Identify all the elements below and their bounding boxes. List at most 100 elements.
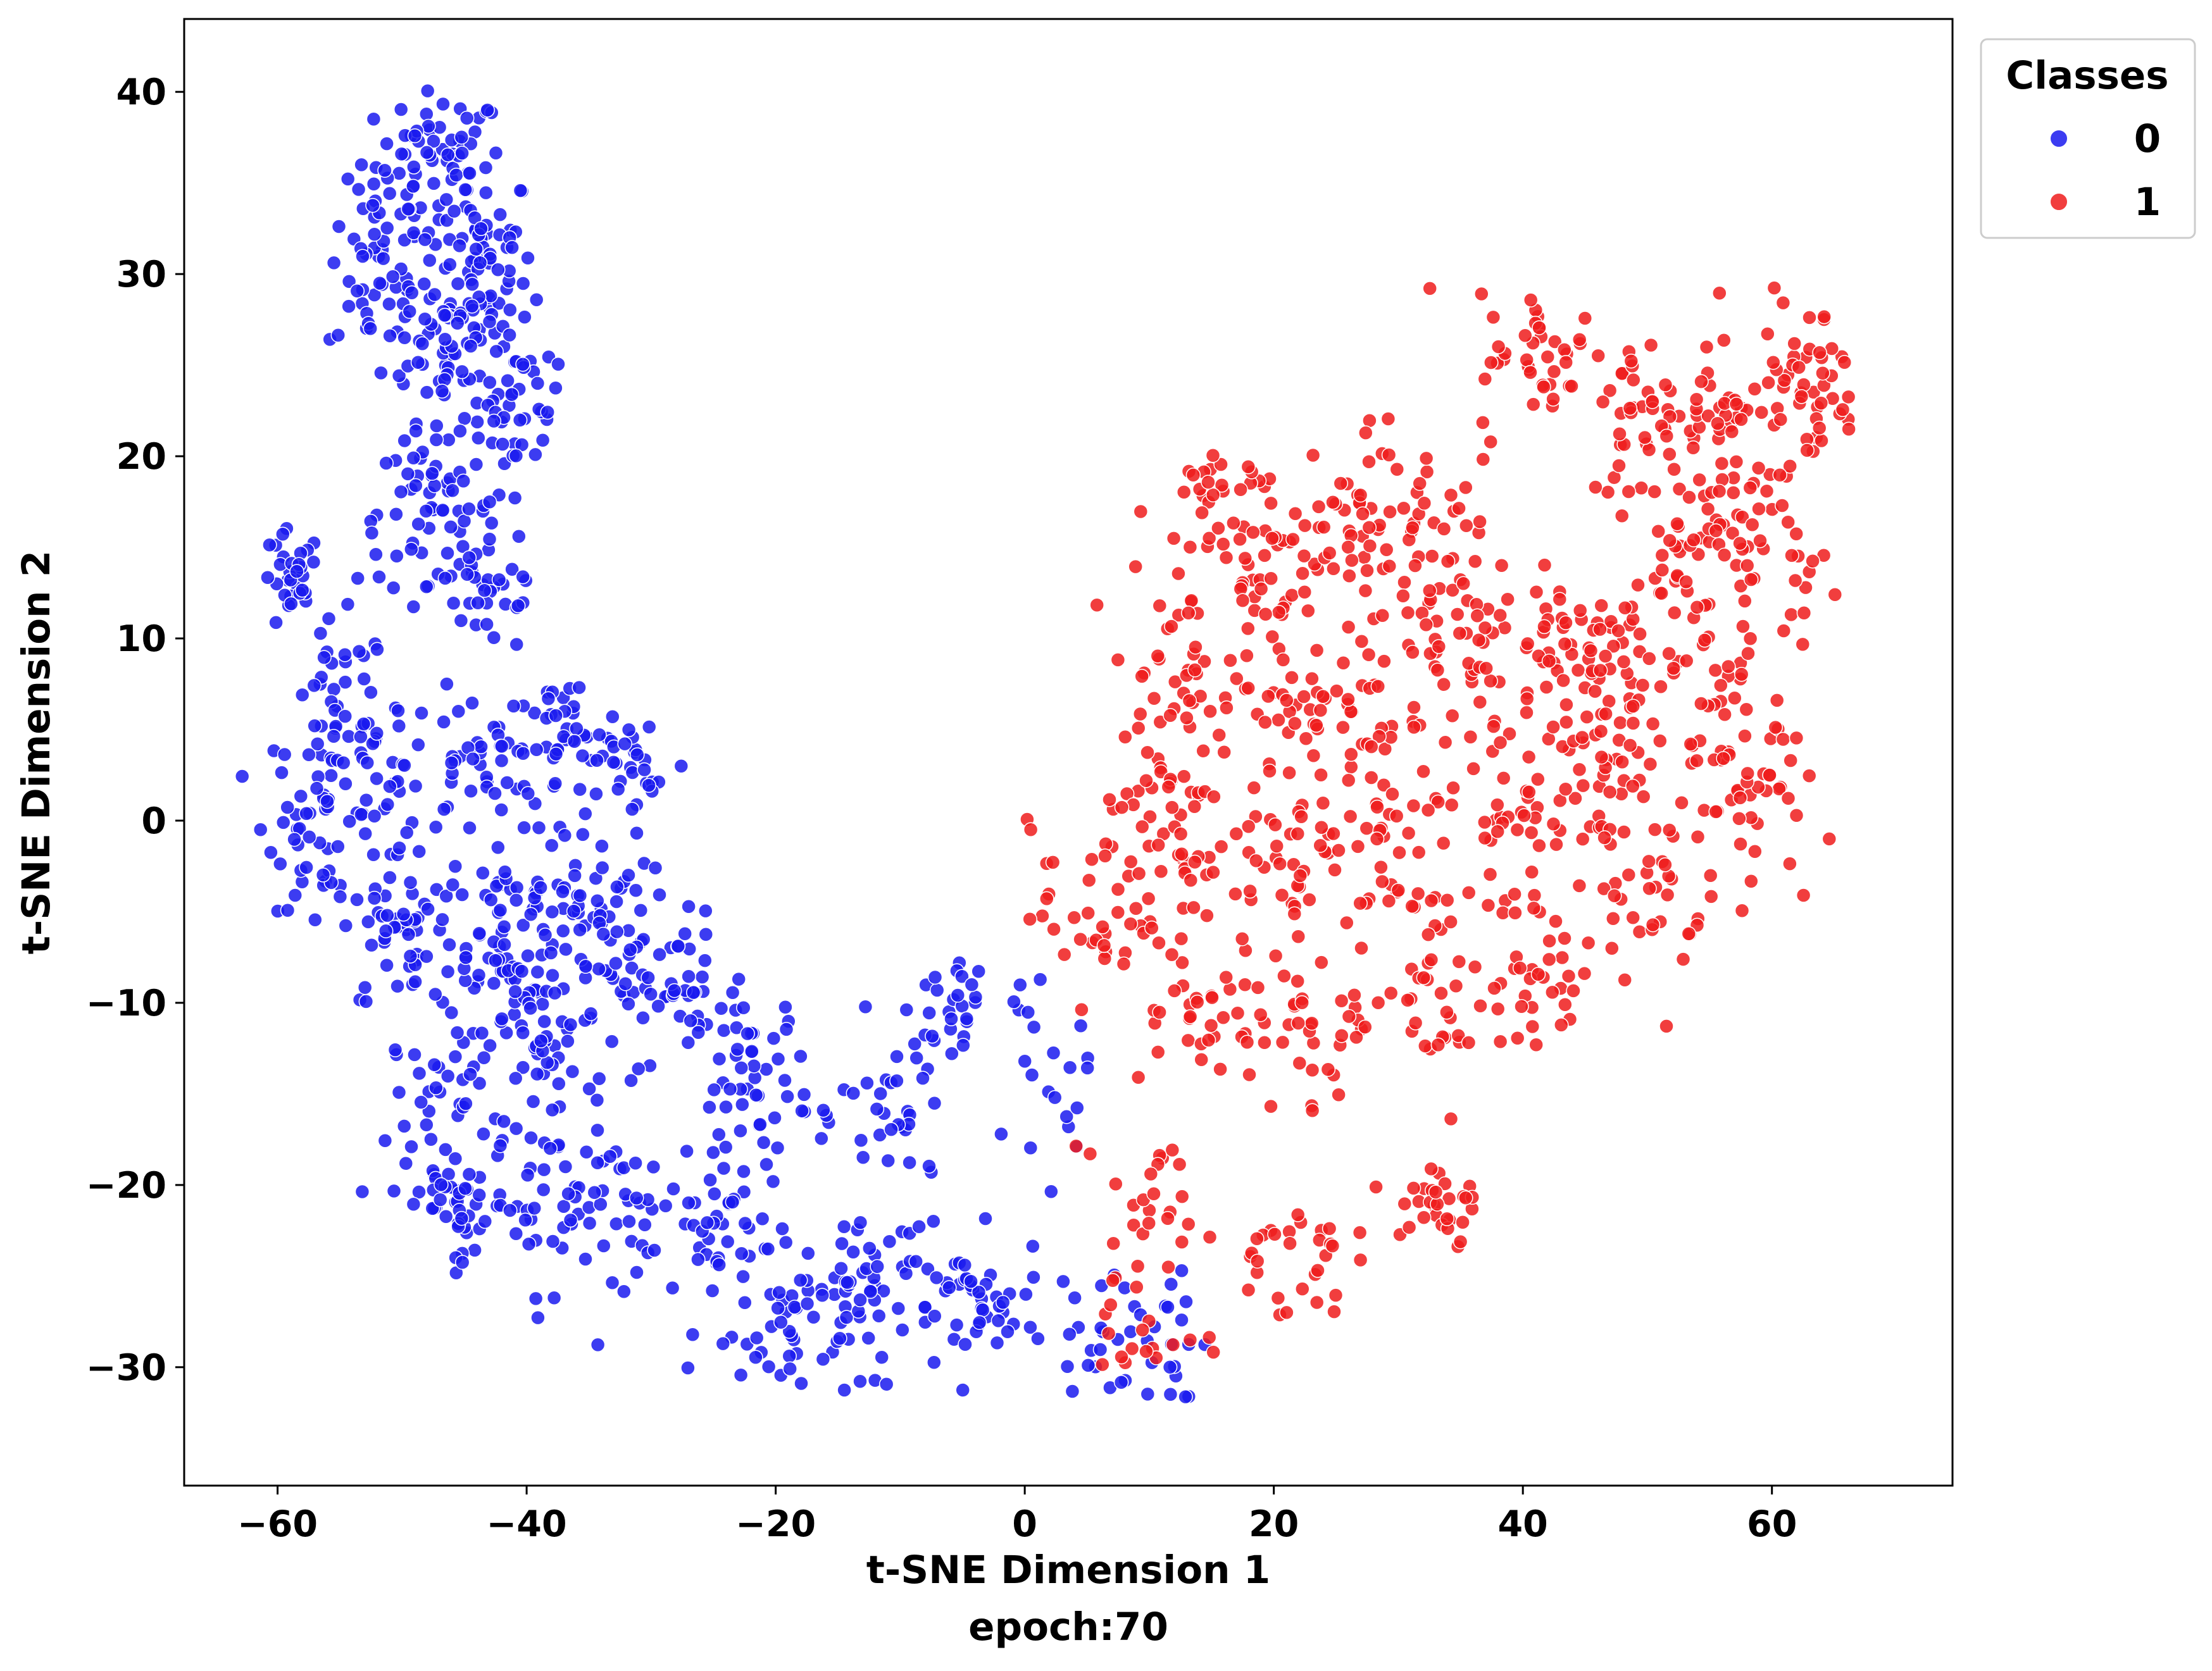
scatter-point-class-1 xyxy=(1174,1234,1190,1250)
scatter-point-class-0 xyxy=(1044,1184,1059,1200)
scatter-point-class-1 xyxy=(1654,547,1670,563)
scatter-point-class-0 xyxy=(349,283,365,299)
scatter-point-class-1 xyxy=(1484,355,1499,370)
scatter-point-class-0 xyxy=(697,953,713,968)
scatter-point-class-1 xyxy=(1783,753,1798,768)
scatter-point-class-1 xyxy=(1406,719,1422,735)
scatter-point-class-0 xyxy=(330,839,346,854)
scatter-point-class-0 xyxy=(640,970,656,986)
scatter-point-class-1 xyxy=(1472,694,1488,710)
scatter-point-class-0 xyxy=(772,1284,787,1300)
scatter-point-class-0 xyxy=(434,1177,449,1193)
scatter-point-class-0 xyxy=(406,450,422,466)
scatter-point-class-0 xyxy=(445,877,461,893)
scatter-point-class-0 xyxy=(801,1246,816,1261)
scatter-point-class-0 xyxy=(444,755,459,771)
scatter-point-class-1 xyxy=(1261,688,1276,704)
scatter-point-class-1 xyxy=(1642,651,1657,666)
scatter-point-class-0 xyxy=(530,964,546,980)
scatter-point-class-0 xyxy=(403,875,418,890)
scatter-point-class-0 xyxy=(927,1095,942,1111)
scatter-point-class-1 xyxy=(1132,706,1148,722)
scatter-point-class-0 xyxy=(652,887,667,903)
scatter-point-class-1 xyxy=(1558,615,1573,631)
scatter-point-class-0 xyxy=(377,1133,393,1148)
scatter-point-class-1 xyxy=(1128,900,1144,916)
scatter-point-class-0 xyxy=(508,892,524,908)
scatter-point-class-1 xyxy=(1483,434,1498,450)
scatter-point-class-0 xyxy=(442,257,458,272)
scatter-point-class-0 xyxy=(551,356,566,372)
scatter-point-class-1 xyxy=(1626,372,1641,388)
scatter-point-class-0 xyxy=(511,529,527,544)
scatter-point-class-1 xyxy=(1400,605,1416,621)
scatter-point-class-0 xyxy=(722,1081,738,1096)
scatter-point-class-1 xyxy=(1485,309,1501,325)
scatter-point-class-0 xyxy=(765,1174,781,1190)
scatter-point-class-0 xyxy=(521,1236,537,1252)
scatter-point-class-0 xyxy=(1000,1324,1015,1339)
scatter-point-class-0 xyxy=(306,678,322,693)
scatter-point-class-0 xyxy=(594,838,609,854)
scatter-point-class-0 xyxy=(978,1211,993,1226)
scatter-point-class-1 xyxy=(1546,392,1561,407)
scatter-point-class-0 xyxy=(299,860,314,875)
scatter-point-class-1 xyxy=(1682,490,1697,505)
scatter-point-class-0 xyxy=(294,687,310,702)
scatter-point-class-1 xyxy=(1601,693,1616,709)
scatter-point-class-0 xyxy=(382,328,397,344)
scatter-point-class-1 xyxy=(1690,829,1706,845)
scatter-point-class-0 xyxy=(641,719,657,735)
scatter-point-class-1 xyxy=(1780,514,1796,530)
scatter-point-class-1 xyxy=(1678,574,1694,590)
scatter-point-class-1 xyxy=(1492,607,1508,623)
scatter-point-class-1 xyxy=(1341,1009,1357,1024)
scatter-point-class-0 xyxy=(971,1284,987,1300)
scatter-point-class-1 xyxy=(1215,537,1231,552)
scatter-point-class-1 xyxy=(1473,998,1488,1014)
scatter-point-class-1 xyxy=(1199,908,1215,923)
scatter-point-class-0 xyxy=(354,807,369,823)
scatter-point-class-0 xyxy=(326,681,342,697)
scatter-point-class-0 xyxy=(594,860,610,876)
scatter-point-class-0 xyxy=(609,879,625,895)
scatter-point-class-1 xyxy=(1369,831,1385,847)
scatter-point-class-1 xyxy=(1621,484,1637,499)
scatter-point-class-0 xyxy=(512,413,528,428)
scatter-point-class-0 xyxy=(515,1025,530,1040)
scatter-point-class-0 xyxy=(685,985,701,1000)
scatter-point-class-1 xyxy=(1119,786,1135,802)
scatter-point-class-1 xyxy=(1161,1259,1176,1275)
scatter-point-class-0 xyxy=(408,778,423,794)
scatter-point-class-0 xyxy=(462,820,477,836)
scatter-point-class-0 xyxy=(411,737,426,752)
scatter-point-class-1 xyxy=(1131,866,1147,881)
scatter-point-class-0 xyxy=(563,1017,578,1033)
x-tick-label: 60 xyxy=(1747,1503,1797,1545)
scatter-point-class-0 xyxy=(839,1275,855,1290)
scatter-point-class-1 xyxy=(1275,652,1291,668)
scatter-point-class-0 xyxy=(340,597,356,612)
scatter-point-class-0 xyxy=(995,1295,1011,1310)
scatter-point-class-0 xyxy=(354,157,369,173)
scatter-point-class-0 xyxy=(446,595,461,611)
scatter-point-class-1 xyxy=(1257,548,1272,563)
scatter-point-class-0 xyxy=(436,802,452,817)
scatter-point-class-0 xyxy=(861,1331,876,1346)
scatter-point-class-0 xyxy=(690,1252,706,1267)
scatter-point-class-0 xyxy=(628,1190,644,1206)
scatter-point-class-1 xyxy=(1216,1010,1231,1026)
scatter-point-class-1 xyxy=(1389,462,1405,477)
scatter-point-class-1 xyxy=(1449,607,1465,622)
scatter-point-class-0 xyxy=(955,1382,970,1398)
scatter-point-class-1 xyxy=(1349,1029,1364,1045)
scatter-point-class-1 xyxy=(1165,1142,1180,1158)
scatter-point-class-1 xyxy=(1315,689,1331,704)
scatter-point-class-0 xyxy=(834,1260,849,1276)
scatter-point-class-1 xyxy=(1461,1035,1477,1050)
scatter-point-class-0 xyxy=(472,926,487,941)
scatter-point-class-1 xyxy=(1082,1146,1098,1162)
scatter-point-class-0 xyxy=(447,859,463,874)
scatter-point-class-1 xyxy=(1194,505,1209,521)
scatter-point-class-1 xyxy=(1735,619,1751,634)
